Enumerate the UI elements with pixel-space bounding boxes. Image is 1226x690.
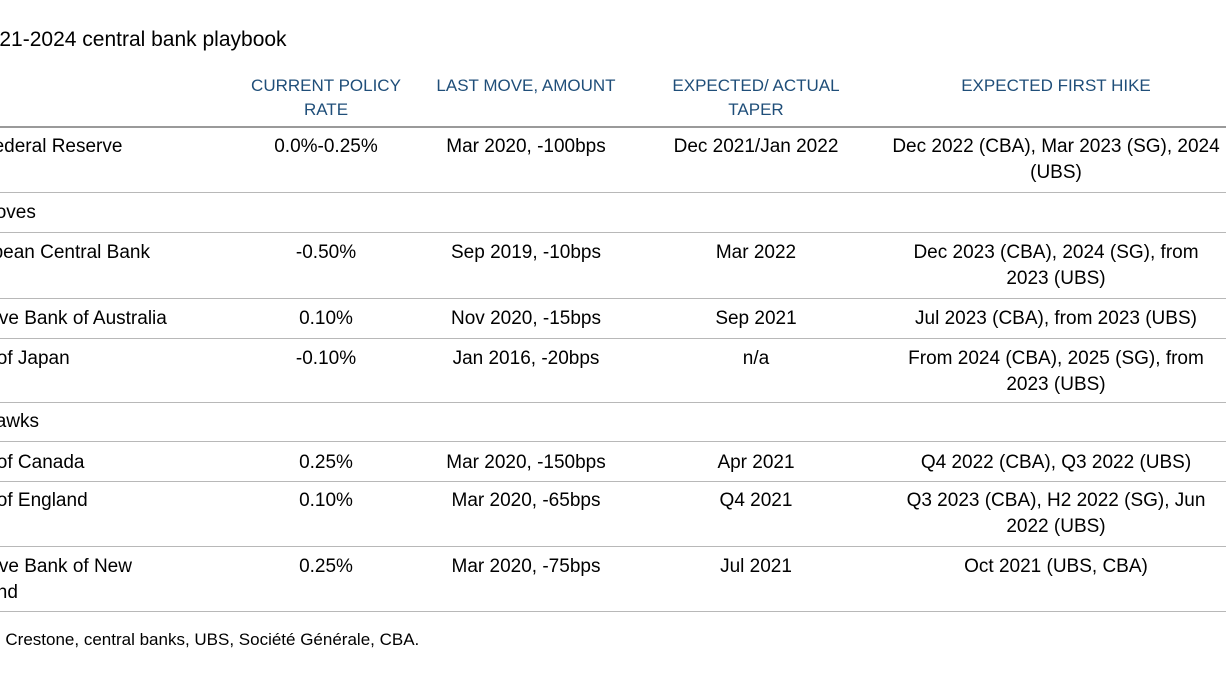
first-hike: Dec 2023 (CBA), 2024 (SG), from 2023 (UB… <box>880 240 1226 292</box>
policy-rate: -0.10% <box>295 348 357 369</box>
first-hike-line: Q4 2022 (CBA), Q3 2022 (UBS) <box>920 452 1192 473</box>
policy-rate: 0.25% <box>299 452 353 473</box>
header-line: RATE <box>303 100 349 119</box>
policy-rate: -0.50% <box>295 242 357 263</box>
first-hike: Q4 2022 (CBA), Q3 2022 (UBS) <box>880 450 1226 476</box>
first-hike-line: Dec 2022 (CBA), Mar 2023 (SG), 2024 <box>892 136 1220 157</box>
first-hike: Oct 2021 (UBS, CBA) <box>880 554 1226 580</box>
header-line: LAST MOVE, AMOUNT <box>436 76 616 95</box>
last-move: Mar 2020, -150bps <box>446 452 606 473</box>
header-line: CURRENT POLICY <box>251 76 401 95</box>
taper: n/a <box>742 348 770 369</box>
header-current-policy-rate: CURRENT POLICY RATE <box>236 74 416 122</box>
group-label-hawks: Hawks <box>0 409 39 435</box>
table-bottom-rule <box>0 611 1226 612</box>
policy-rate: 0.0%-0.25% <box>274 136 378 157</box>
first-hike: Dec 2022 (CBA), Mar 2023 (SG), 2024 (UBS… <box>880 134 1226 186</box>
bank-name: k of England <box>0 488 88 514</box>
header-line: EXPECTED/ ACTUAL <box>672 76 840 95</box>
bank-name-line: erve Bank of Australia <box>0 308 167 329</box>
bank-name-line: erve Bank of New <box>0 556 132 577</box>
first-hike: Q3 2023 (CBA), H2 2022 (SG), Jun 2022 (U… <box>880 488 1226 540</box>
group-label-text: Hawks <box>0 411 40 432</box>
first-hike: From 2024 (CBA), 2025 (SG), from 2023 (U… <box>880 346 1226 398</box>
taper: Q4 2021 <box>719 490 793 511</box>
header-taper: EXPECTED/ ACTUAL TAPER <box>656 74 856 122</box>
first-hike-line: From 2024 (CBA), 2025 (SG), from <box>908 348 1204 369</box>
last-move: Nov 2020, -15bps <box>451 308 601 329</box>
first-hike-line: Oct 2021 (UBS, CBA) <box>964 556 1148 577</box>
policy-rate: 0.25% <box>299 556 353 577</box>
row-divider <box>0 481 1226 482</box>
bank-name-line: opean Central Bank <box>0 242 150 263</box>
taper: Apr 2021 <box>717 452 795 473</box>
bank-name-line: Federal Reserve <box>0 136 123 157</box>
last-move: Jan 2016, -20bps <box>452 348 600 369</box>
bank-name: k of Japan <box>0 346 70 372</box>
last-move: Sep 2019, -10bps <box>450 242 601 263</box>
policy-rate: 0.10% <box>299 308 353 329</box>
header-first-hike: EXPECTED FIRST HIKE <box>880 74 1226 98</box>
last-move: Mar 2020, -65bps <box>451 490 601 511</box>
bank-name: Federal Reserve <box>0 134 122 160</box>
bank-name-line: land <box>0 582 18 603</box>
bank-name-line: k of England <box>0 490 88 511</box>
page-title: 2021-2024 central bank playbook <box>0 28 287 51</box>
taper: Sep 2021 <box>715 308 797 329</box>
source-note: ce: Crestone, central banks, UBS, Sociét… <box>0 630 420 649</box>
bank-name: k of Canada <box>0 450 84 476</box>
bank-name: opean Central Bank <box>0 240 150 266</box>
header-line: TAPER <box>728 100 784 119</box>
header-last-move: LAST MOVE, AMOUNT <box>416 74 636 98</box>
first-hike-line: 2023 (UBS) <box>1006 374 1106 395</box>
bank-name: erve Bank of New land <box>0 554 132 606</box>
last-move: Mar 2020, -75bps <box>451 556 601 577</box>
first-hike-line: 2023 (UBS) <box>1006 268 1106 289</box>
policy-rate: 0.10% <box>299 490 353 511</box>
header-line: EXPECTED FIRST HIKE <box>961 76 1151 95</box>
row-divider <box>0 546 1226 547</box>
row-divider <box>0 232 1226 233</box>
row-divider <box>0 338 1226 339</box>
first-hike-line: Dec 2023 (CBA), 2024 (SG), from <box>913 242 1199 263</box>
first-hike-line: Q3 2023 (CBA), H2 2022 (SG), Jun <box>906 490 1206 511</box>
header-divider <box>0 126 1226 128</box>
first-hike: Jul 2023 (CBA), from 2023 (UBS) <box>880 306 1226 332</box>
row-divider <box>0 298 1226 299</box>
bank-name-line: k of Japan <box>0 348 70 369</box>
taper: Mar 2022 <box>715 242 797 263</box>
row-divider <box>0 402 1226 403</box>
group-label-doves: Doves <box>0 200 36 226</box>
group-label-text: Doves <box>0 202 36 223</box>
bank-name: erve Bank of Australia <box>0 306 167 332</box>
first-hike-line: 2022 (UBS) <box>1006 516 1106 537</box>
taper: Dec 2021/Jan 2022 <box>673 136 839 157</box>
row-divider <box>0 441 1226 442</box>
last-move: Mar 2020, -100bps <box>446 136 606 157</box>
row-divider <box>0 192 1226 193</box>
bank-name-line: k of Canada <box>0 452 85 473</box>
first-hike-line: (UBS) <box>1030 162 1082 183</box>
first-hike-line: Jul 2023 (CBA), from 2023 (UBS) <box>915 308 1197 329</box>
taper: Jul 2021 <box>720 556 792 577</box>
